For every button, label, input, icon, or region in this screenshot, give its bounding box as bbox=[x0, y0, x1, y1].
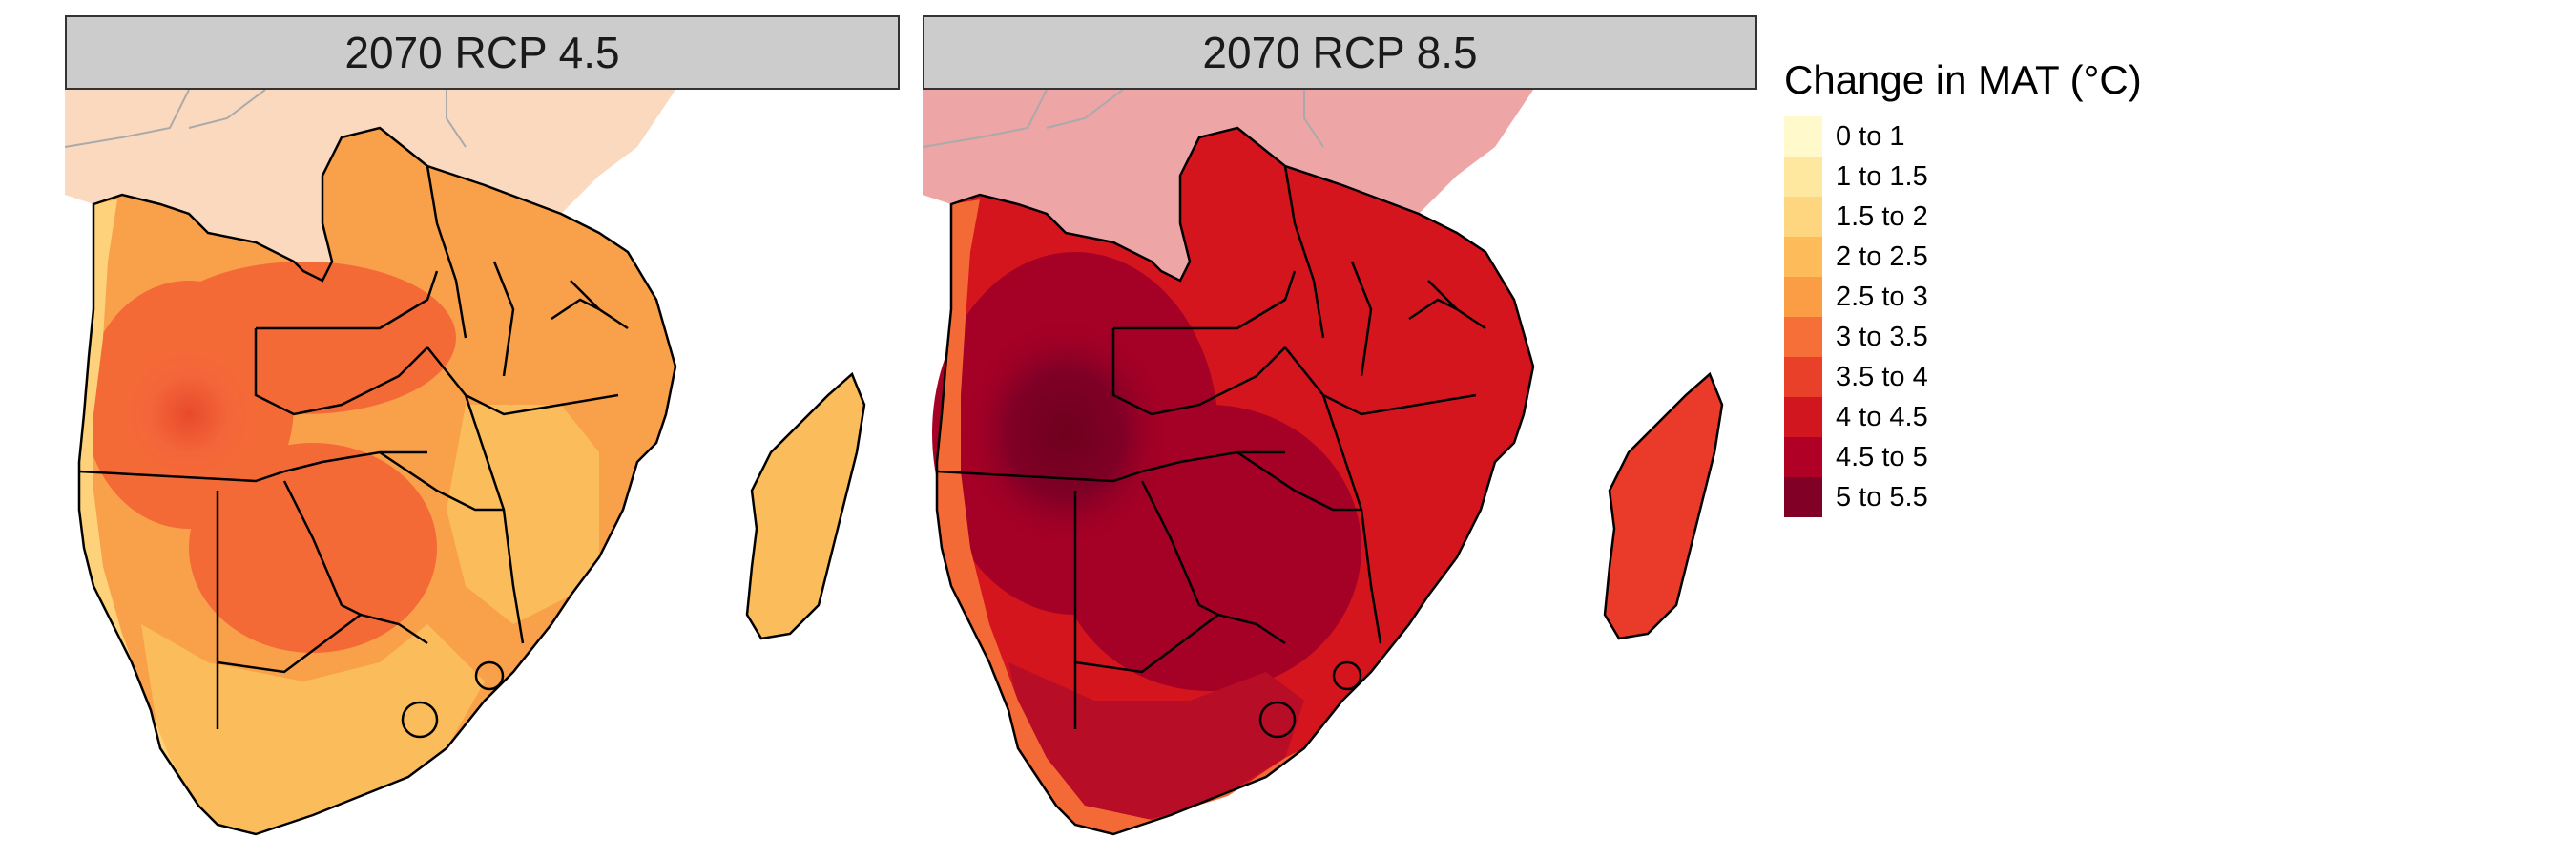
legend-label: 1.5 to 2 bbox=[1836, 200, 1928, 232]
northern-borders bbox=[923, 90, 1324, 148]
hotspot-core bbox=[122, 347, 256, 481]
panel-title: 2070 RCP 8.5 bbox=[1202, 28, 1478, 77]
panel-title: 2070 RCP 4.5 bbox=[344, 28, 620, 77]
legend-item: 5 to 5.5 bbox=[1784, 477, 2142, 517]
legend-label: 3.5 to 4 bbox=[1836, 361, 1928, 392]
madagascar bbox=[747, 374, 864, 639]
madagascar bbox=[1605, 374, 1722, 639]
panel-rcp85: 2070 RCP 8.5 bbox=[923, 15, 1757, 846]
north-background bbox=[65, 90, 675, 281]
legend-swatch bbox=[1784, 277, 1822, 317]
legend-swatch bbox=[1784, 237, 1822, 277]
legend-label: 1 to 1.5 bbox=[1836, 160, 1928, 192]
choropleth-map bbox=[923, 90, 1757, 846]
panel-title-strip: 2070 RCP 4.5 bbox=[65, 15, 900, 90]
legend-item: 3 to 3.5 bbox=[1784, 317, 2142, 357]
legend-swatch bbox=[1784, 197, 1822, 237]
panel-rcp45: 2070 RCP 4.5 bbox=[65, 15, 900, 846]
choropleth-map bbox=[65, 90, 900, 846]
hotspot-center bbox=[189, 443, 437, 653]
legend-item: 0 to 1 bbox=[1784, 116, 2142, 157]
southern-zone bbox=[1008, 662, 1304, 825]
panel-title-strip: 2070 RCP 8.5 bbox=[923, 15, 1757, 90]
legend-swatch bbox=[1784, 477, 1822, 517]
north-background bbox=[923, 90, 1533, 281]
legend-swatch bbox=[1784, 397, 1822, 437]
legend-label: 4 to 4.5 bbox=[1836, 401, 1928, 432]
coastal-strip bbox=[937, 199, 1304, 834]
legend-item: 4.5 to 5 bbox=[1784, 437, 2142, 477]
legend-item: 2.5 to 3 bbox=[1784, 277, 2142, 317]
southern-zone bbox=[141, 624, 485, 834]
map-svg-rcp85 bbox=[923, 90, 1724, 836]
legend-label: 2 to 2.5 bbox=[1836, 241, 1928, 272]
legend-item: 1.5 to 2 bbox=[1784, 197, 2142, 237]
hotspot-core bbox=[961, 319, 1171, 548]
northern-borders bbox=[65, 90, 467, 148]
legend-swatch bbox=[1784, 116, 1822, 157]
legend-swatch bbox=[1784, 317, 1822, 357]
legend-item: 4 to 4.5 bbox=[1784, 397, 2142, 437]
legend-label: 0 to 1 bbox=[1836, 120, 1905, 152]
legend-title: Change in MAT (°C) bbox=[1784, 57, 2142, 102]
legend: Change in MAT (°C) 0 to 1 1 to 1.5 1.5 to … bbox=[1784, 57, 2142, 517]
country-borders bbox=[935, 126, 1724, 836]
legend-swatch bbox=[1784, 357, 1822, 397]
legend-swatch bbox=[1784, 157, 1822, 197]
legend-label: 3 to 3.5 bbox=[1836, 321, 1928, 352]
legend-label: 5 to 5.5 bbox=[1836, 481, 1928, 513]
legend-item: 3.5 to 4 bbox=[1784, 357, 2142, 397]
legend-label: 4.5 to 5 bbox=[1836, 441, 1928, 472]
legend-item: 2 to 2.5 bbox=[1784, 237, 2142, 277]
map-svg-rcp45 bbox=[65, 90, 866, 836]
legend-label: 2.5 to 3 bbox=[1836, 281, 1928, 312]
eastern-zone bbox=[447, 405, 599, 624]
legend-swatch bbox=[1784, 437, 1822, 477]
legend-item: 1 to 1.5 bbox=[1784, 157, 2142, 197]
legend-items: 0 to 1 1 to 1.5 1.5 to 2 2 to 2.5 2.5 to 3 3 … bbox=[1784, 116, 2142, 517]
country-borders bbox=[77, 126, 866, 836]
